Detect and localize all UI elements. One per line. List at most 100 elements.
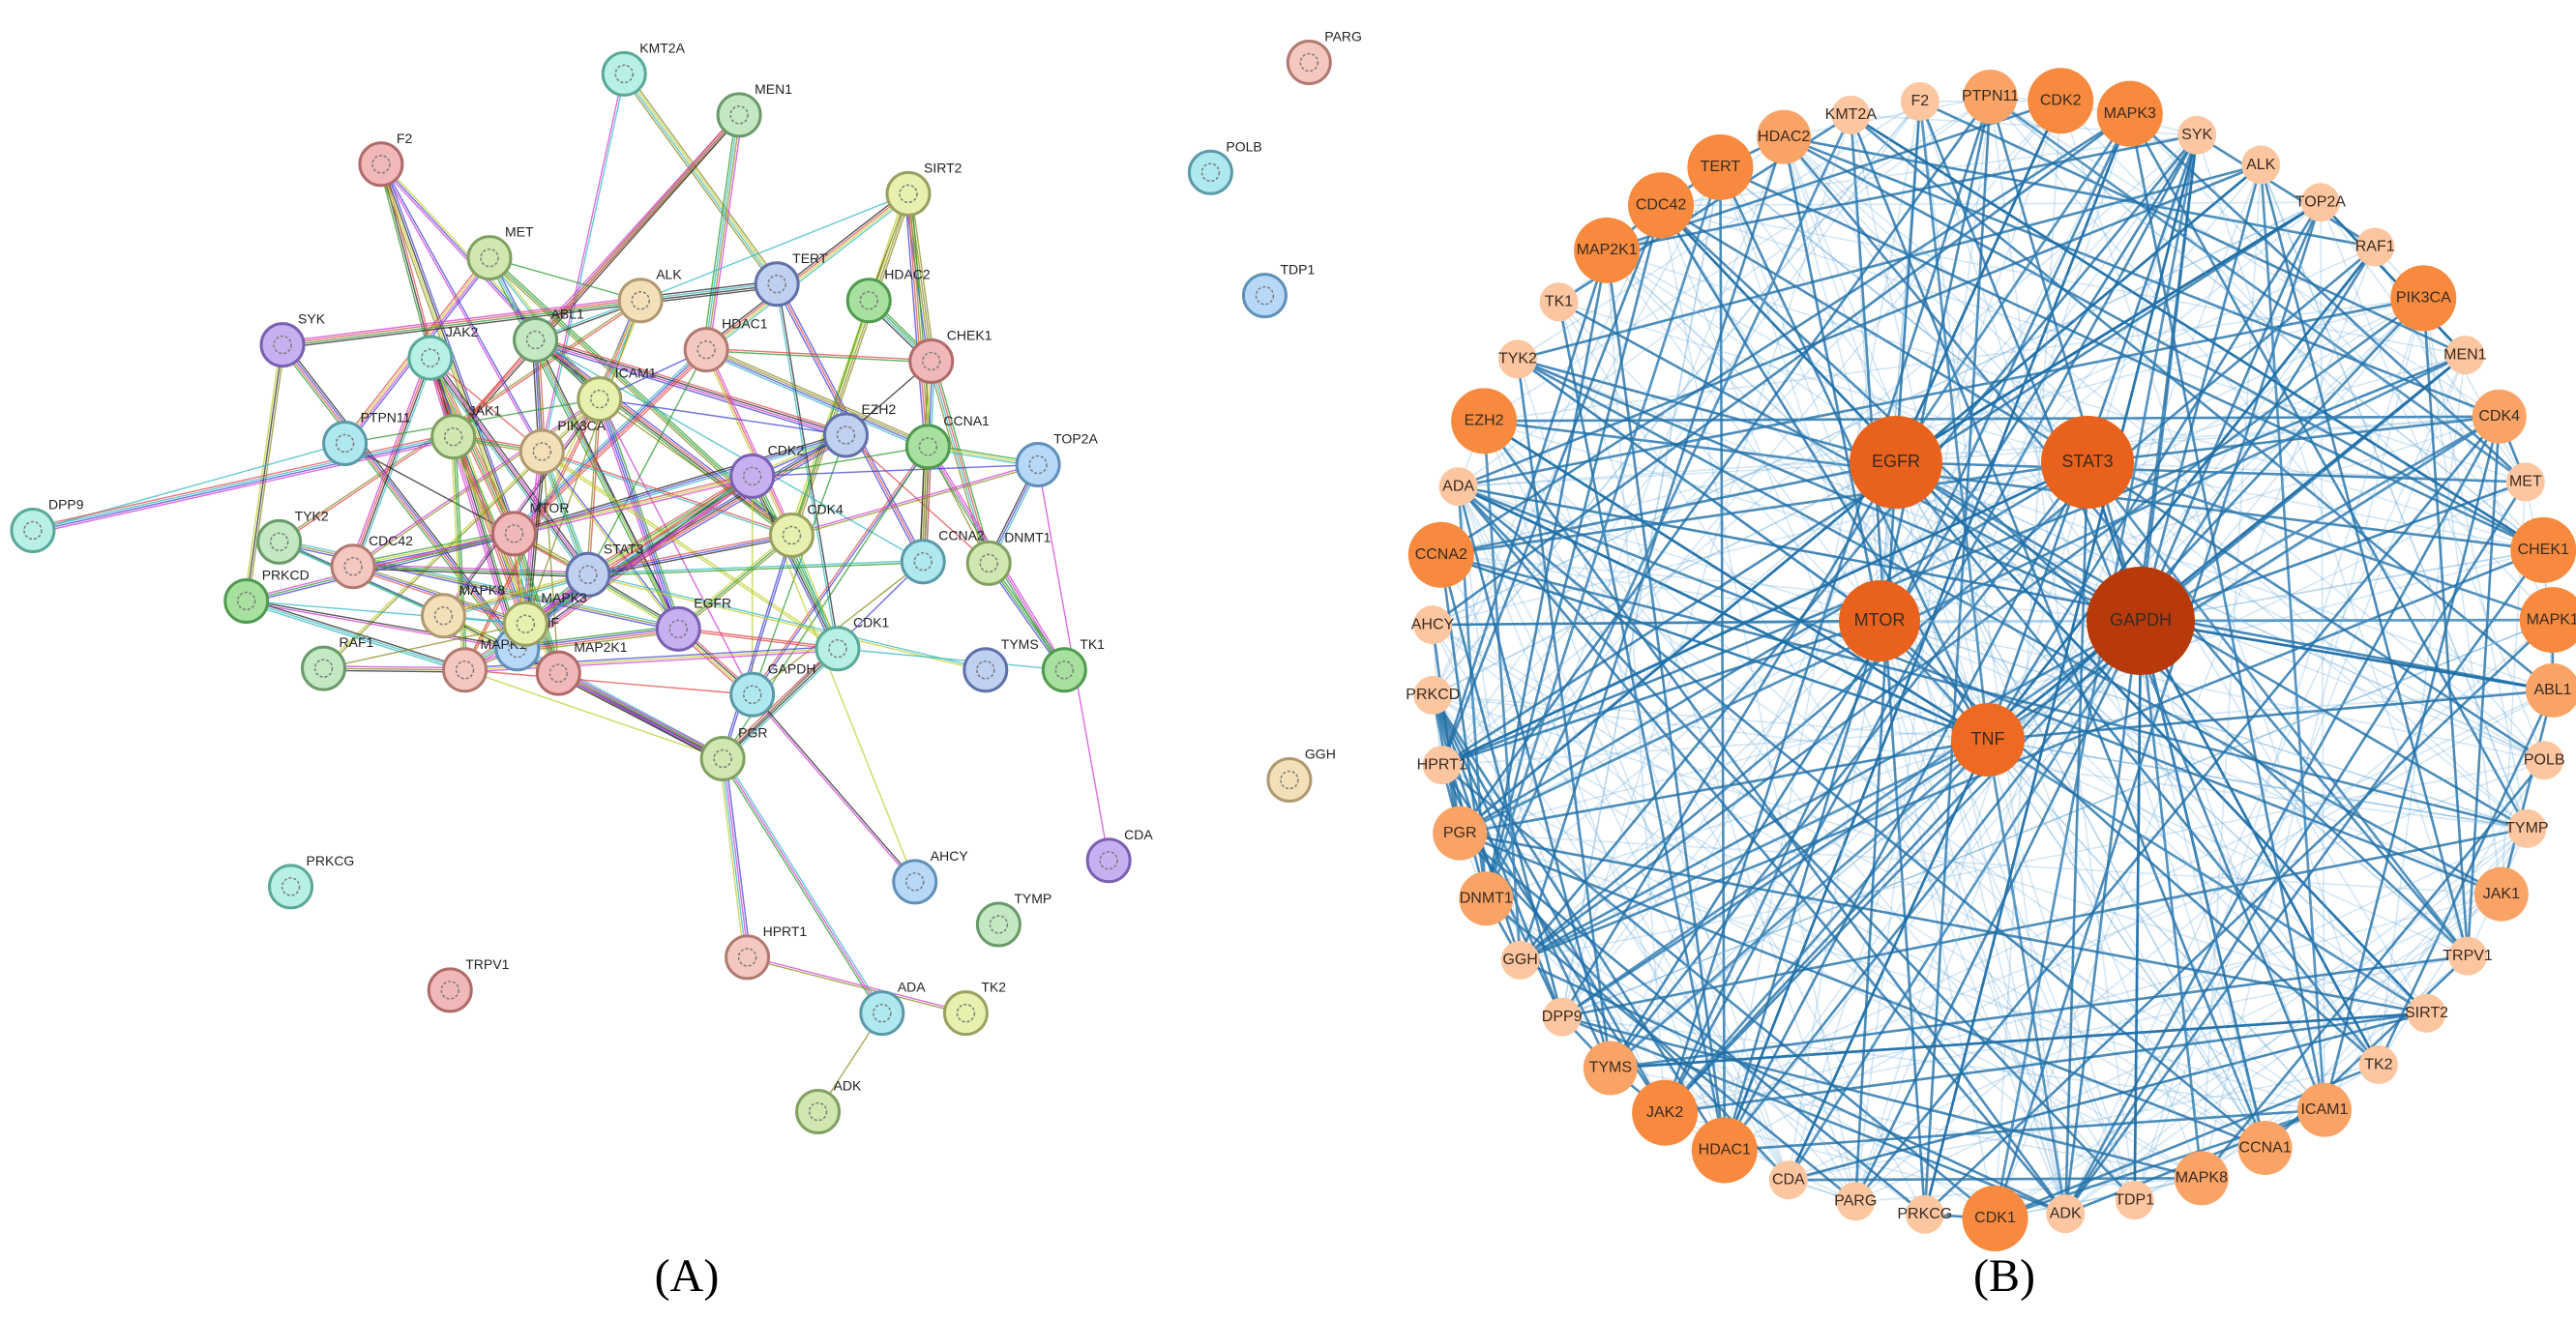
edge xyxy=(1561,1015,2066,1216)
edge xyxy=(1850,114,2266,1149)
protein-structure xyxy=(23,520,43,541)
edge xyxy=(517,475,754,650)
edge xyxy=(1485,897,1926,1216)
hub-node xyxy=(1839,580,1920,661)
edge xyxy=(2087,461,2428,1014)
edge xyxy=(1994,101,2061,1219)
edge xyxy=(1517,358,2142,623)
edge xyxy=(1879,619,2553,622)
edge xyxy=(1660,204,2527,484)
node-label: GAPDH xyxy=(768,660,816,676)
edge xyxy=(453,114,740,438)
edge xyxy=(724,756,885,1012)
node-label: PTPN11 xyxy=(361,409,411,425)
gene-node xyxy=(2519,587,2576,654)
edge xyxy=(679,536,794,631)
protein-structure xyxy=(1255,285,1275,306)
node-label: TYMP xyxy=(2505,820,2548,836)
edge xyxy=(281,296,640,342)
edge xyxy=(1724,1108,2325,1152)
edge xyxy=(1723,461,2089,1152)
edge xyxy=(1459,100,2061,835)
gene-node xyxy=(2473,866,2529,922)
edge xyxy=(1458,415,2500,487)
protein-node xyxy=(699,735,746,781)
protein-node xyxy=(892,859,938,905)
protein-node xyxy=(513,316,559,363)
protein-structure xyxy=(1299,52,1319,73)
edge xyxy=(1485,166,1722,899)
edge xyxy=(1432,201,2322,626)
edge xyxy=(1519,246,2377,961)
edge xyxy=(1485,897,1857,1203)
protein-structure xyxy=(590,389,609,409)
edge xyxy=(513,348,706,534)
gene-node xyxy=(1628,172,1695,239)
edge xyxy=(513,432,846,533)
edge xyxy=(1458,485,2528,830)
gene-node xyxy=(2174,1151,2229,1206)
edge xyxy=(1994,247,2376,1219)
node-label: RAF1 xyxy=(340,634,374,650)
protein-structure xyxy=(808,1101,828,1122)
protein-node xyxy=(729,671,776,718)
edge xyxy=(1783,136,2142,622)
edge xyxy=(1458,484,1989,742)
node-label: CHEK1 xyxy=(947,328,992,343)
edge xyxy=(1723,113,2132,1151)
edge xyxy=(1561,620,2142,1018)
edge xyxy=(511,346,705,532)
edge xyxy=(1520,739,1989,961)
edge xyxy=(355,359,434,569)
edge xyxy=(703,191,907,348)
protein-node xyxy=(259,322,306,368)
edge xyxy=(640,281,778,301)
edge xyxy=(1854,134,2198,1202)
edge xyxy=(1606,249,1666,1113)
edge xyxy=(33,437,455,533)
edge xyxy=(2140,620,2203,1179)
edge xyxy=(2059,100,2554,621)
edge xyxy=(1895,460,2526,484)
node-label: CDC42 xyxy=(1636,196,1687,213)
edge xyxy=(622,73,777,285)
edge xyxy=(2087,461,2526,484)
protein-structure xyxy=(532,442,552,461)
edge xyxy=(1788,828,2528,1181)
edge xyxy=(2200,759,2546,1180)
edge xyxy=(752,446,929,478)
edge xyxy=(1441,100,2061,766)
edge xyxy=(248,344,285,601)
gene-node xyxy=(1836,1182,1876,1221)
edge xyxy=(1989,96,2136,1201)
edge xyxy=(344,397,600,445)
edge xyxy=(1485,114,1852,899)
edge xyxy=(706,347,932,362)
edge xyxy=(1606,249,1880,622)
node-label: SIRT2 xyxy=(924,160,962,175)
edge xyxy=(787,192,906,535)
gene-node xyxy=(2358,1045,2398,1085)
edge xyxy=(1440,112,2131,556)
edge xyxy=(747,955,966,1013)
edge xyxy=(351,357,430,567)
edge xyxy=(1986,246,2377,741)
protein-node xyxy=(754,261,800,308)
edge xyxy=(1987,739,2266,1149)
edge xyxy=(1610,461,1897,1069)
protein-structure xyxy=(1280,770,1299,790)
gene-node xyxy=(2096,80,2163,147)
edge xyxy=(557,673,723,761)
edge xyxy=(1895,460,2529,830)
protein-node xyxy=(904,424,951,470)
edge xyxy=(705,349,793,536)
edge xyxy=(1432,101,1921,696)
edge xyxy=(1432,101,1921,696)
node-label: ADA xyxy=(898,980,926,995)
protein-node xyxy=(427,967,473,1013)
edge xyxy=(1788,620,1880,1181)
protein-node xyxy=(725,934,771,981)
edge xyxy=(1987,739,2469,957)
edge xyxy=(791,193,910,537)
edge xyxy=(1660,204,2066,1215)
